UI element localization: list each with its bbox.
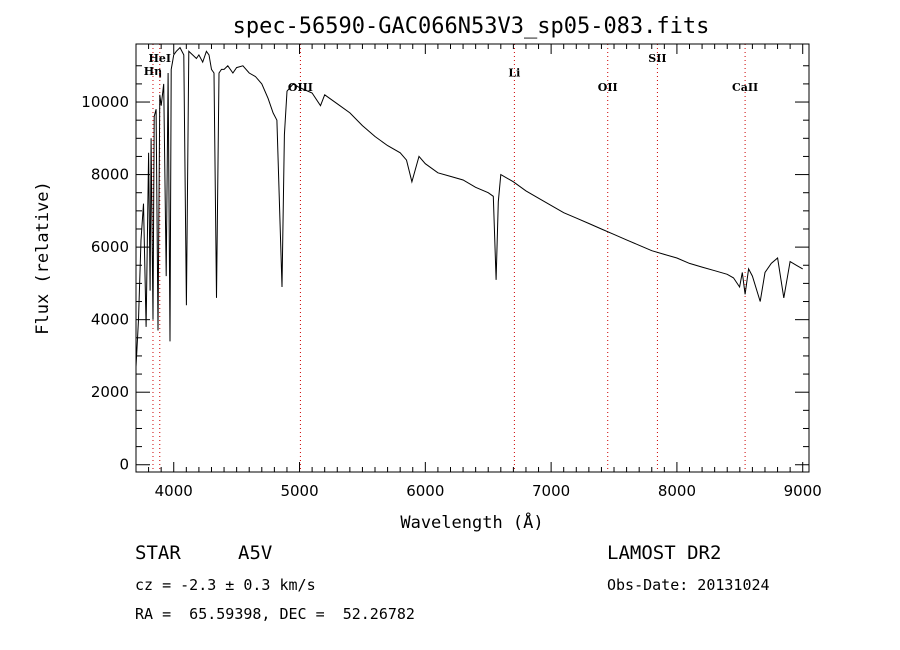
y-tick-label: 10000 [81,93,129,111]
spectral-line-label: OII [598,81,618,94]
object-class: STAR [135,542,181,564]
spectral-line-label: SII [648,52,666,65]
spectral-line-label: CaII [732,81,758,94]
y-tick-label: 2000 [91,383,129,401]
x-axis-label: Wavelength (Å) [400,511,543,533]
x-tick-label: 6000 [406,482,444,500]
y-tick-label: 4000 [91,311,129,329]
spectral-line-label: Hη [144,65,162,78]
redshift-cz: cz = -2.3 ± 0.3 km/s [135,576,316,594]
survey-name: LAMOST DR2 [607,542,722,564]
y-axis-label: Flux (relative) [33,181,53,335]
y-tick-label: 8000 [91,166,129,184]
chart-title: spec-56590-GAC066N53V3_sp05-083.fits [233,14,710,39]
spectral-line-label: Li [508,67,520,80]
y-tick-label: 0 [119,456,129,474]
spectral-line-label: HeI [149,52,172,65]
x-tick-label: 7000 [532,482,570,500]
plot-frame [135,43,810,473]
observation-date: Obs-Date: 20131024 [607,576,770,594]
x-tick-label: 5000 [280,482,318,500]
spectrum-line [135,46,803,367]
coordinates: RA = 65.59398, DEC = 52.26782 [135,605,415,623]
x-tick-label: 9000 [784,482,822,500]
y-tick-label: 6000 [91,238,129,256]
axis-ticks: 4000 5000 6000 7000 8000 9000 0 2000 4000 6000 800… [81,44,822,500]
x-tick-label: 8000 [658,482,696,500]
x-tick-label: 4000 [155,482,193,500]
object-subclass: A5V [238,542,273,564]
